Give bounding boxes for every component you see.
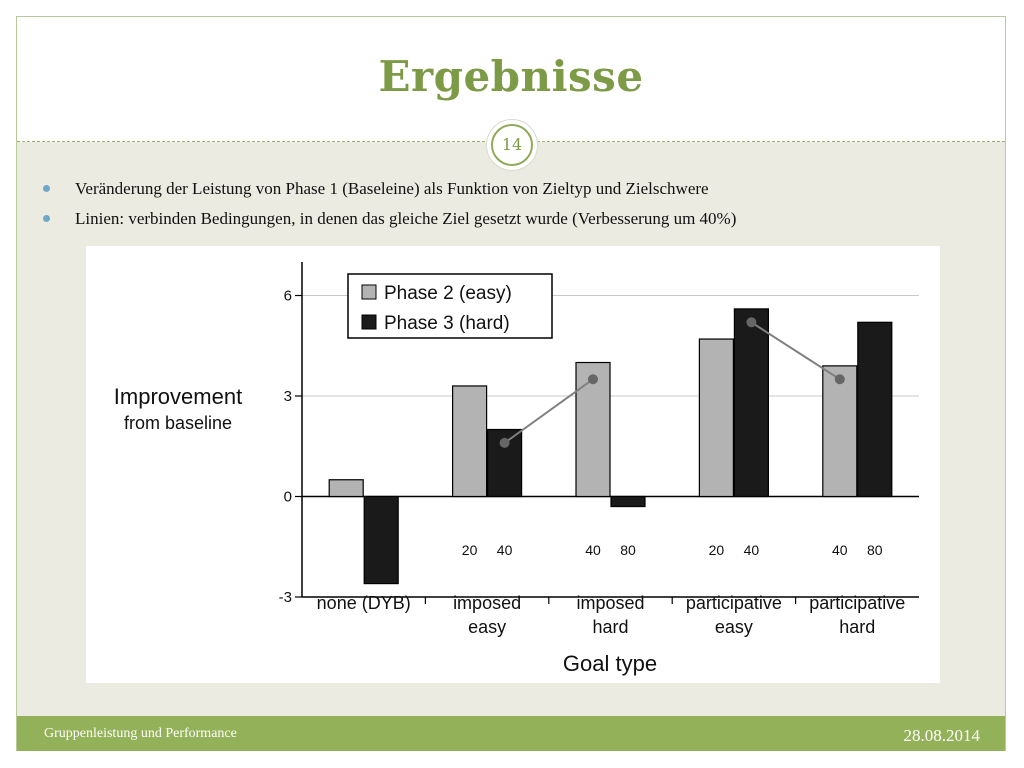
- footer-bar: [17, 716, 1005, 751]
- connector-point: [746, 317, 757, 328]
- category-label: easy: [715, 617, 753, 637]
- category-label: hard: [839, 617, 875, 637]
- connector-point: [588, 374, 598, 385]
- x-axis-label: Goal type: [563, 651, 657, 676]
- goal-difficulty-label: 20: [709, 542, 725, 558]
- legend-box: [347, 273, 553, 339]
- goal-difficulty-label: 40: [497, 542, 513, 558]
- category-label: participative: [809, 593, 905, 613]
- connector-point: [834, 374, 845, 385]
- bullet-item: Veränderung der Leistung von Phase 1 (Ba…: [40, 178, 990, 199]
- bar-phase2: [452, 385, 488, 498]
- y-tick-label: -3: [279, 589, 292, 606]
- y-axis-label: Improvement: [114, 384, 242, 409]
- bullet-dot-icon: [43, 215, 50, 222]
- category-label: imposed: [576, 593, 644, 613]
- bar-chart: 6 3 0 -3 Improvement from baseline 20 40 40 80 20 4…: [114, 262, 919, 676]
- category-label: none (DYB): [317, 593, 411, 613]
- y-tick-label: 6: [284, 288, 292, 305]
- bar-phase2: [698, 338, 735, 498]
- connector-line: [750, 321, 841, 381]
- y-tick-label: 3: [284, 388, 292, 405]
- category-label: participative: [686, 593, 782, 613]
- bar-phase3: [733, 308, 770, 498]
- goal-difficulty-label: 40: [585, 542, 601, 558]
- legend-label: Phase 3 (hard): [384, 313, 510, 334]
- bar-phase2: [328, 479, 364, 498]
- category-label: easy: [468, 617, 506, 637]
- category-label: hard: [592, 617, 628, 637]
- legend: Phase 2 (easy) Phase 3 (hard): [347, 273, 553, 339]
- bullet-list: Veränderung der Leistung von Phase 1 (Ba…: [40, 178, 990, 238]
- connector-point: [499, 437, 510, 448]
- category-label: imposed: [453, 593, 521, 613]
- legend-swatch: [361, 314, 377, 330]
- footer-title: Gruppenleistung und Performance: [44, 726, 237, 741]
- goal-difficulty-label: 40: [744, 542, 760, 558]
- goal-difficulty-label: 80: [620, 542, 636, 558]
- chart-container: 6 3 0 -3 Improvement from baseline 20 40 40 80 20 4…: [86, 246, 940, 683]
- bar-phase2: [575, 361, 611, 498]
- y-axis-label: from baseline: [124, 413, 232, 433]
- bullet-item: Linien: verbinden Bedingungen, in denen …: [40, 208, 990, 229]
- goal-difficulty-label: 20: [462, 542, 478, 558]
- legend-swatch: [361, 284, 377, 300]
- legend-label: Phase 2 (easy): [384, 283, 512, 304]
- bullet-text: Veränderung der Leistung von Phase 1 (Ba…: [75, 179, 709, 198]
- footer-date: 28.08.2014: [903, 726, 981, 745]
- bar-phase2: [822, 365, 858, 498]
- bar-phase3: [857, 321, 893, 498]
- bullet-dot-icon: [43, 185, 50, 192]
- goal-difficulty-label: 40: [832, 542, 848, 558]
- y-tick-label: 0: [284, 489, 292, 506]
- slide-title: Ergebnisse: [378, 52, 644, 101]
- bullet-text: Linien: verbinden Bedingungen, in denen …: [75, 209, 737, 228]
- connector-line: [504, 378, 594, 444]
- goal-difficulty-label: 80: [867, 542, 883, 558]
- slide-number: 14: [491, 124, 533, 166]
- bar-phase3: [363, 495, 399, 585]
- bar-phase3: [610, 495, 646, 508]
